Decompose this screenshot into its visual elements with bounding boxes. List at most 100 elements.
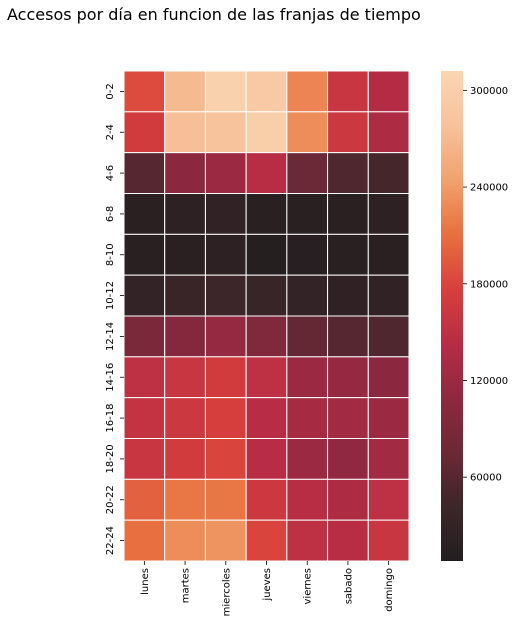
heatmap-cell-10-12-miercoles xyxy=(204,274,247,317)
heatmap-cell-8-10-martes xyxy=(164,233,206,276)
heatmap-cell-12-14-domingo xyxy=(367,315,410,358)
heatmap-cell-6-8-sabado xyxy=(327,193,369,235)
heatmap-cell-16-18-martes xyxy=(164,397,206,439)
heatmap-cell-16-18-viernes xyxy=(286,397,329,439)
colorbar-tick-label: 300000 xyxy=(470,86,508,97)
heatmap-cell-22-24-martes xyxy=(164,519,206,562)
heatmap-cell-12-14-miercoles xyxy=(204,315,247,358)
y-tick-label: 20-22 xyxy=(105,485,116,514)
heatmap-cell-2-4-viernes xyxy=(286,111,329,154)
heatmap-cell-4-6-martes xyxy=(164,152,206,195)
heatmap-cell-6-8-lunes xyxy=(123,193,166,235)
heatmap-cell-0-2-sabado xyxy=(327,70,369,113)
heatmap-cell-10-12-sabado xyxy=(327,274,369,317)
heatmap-cell-2-4-lunes xyxy=(123,111,166,154)
heatmap-cell-4-6-sabado xyxy=(327,152,369,195)
heatmap-cell-2-4-martes xyxy=(164,111,206,154)
colorbar-tick-label: 60000 xyxy=(470,473,502,484)
x-tick-label: sabado xyxy=(343,568,354,604)
y-tick-label: 16-18 xyxy=(105,404,116,433)
heatmap-cell-8-10-lunes xyxy=(123,233,166,276)
colorbar-tick-label: 240000 xyxy=(470,183,508,194)
heatmap-cell-14-16-sabado xyxy=(327,356,369,399)
heatmap-cell-6-8-martes xyxy=(164,193,206,235)
heatmap-cell-14-16-domingo xyxy=(367,356,410,399)
heatmap-cell-18-20-miercoles xyxy=(204,438,247,480)
heatmap-cell-18-20-domingo xyxy=(367,438,410,480)
heatmap-cell-0-2-miercoles xyxy=(204,70,247,113)
y-tick-label: 2-4 xyxy=(105,124,116,140)
heatmap-cell-22-24-sabado xyxy=(327,519,369,562)
heatmap-cell-12-14-lunes xyxy=(123,315,166,358)
colorbar-gradient xyxy=(441,71,463,561)
heatmap-cell-12-14-martes xyxy=(164,315,206,358)
heatmap-cell-2-4-jueves xyxy=(245,111,288,154)
chart-title: Accesos por día en funcion de las franja… xyxy=(7,5,421,24)
colorbar-tick-label: 180000 xyxy=(470,279,508,290)
heatmap-cell-0-2-jueves xyxy=(245,70,288,113)
heatmap-cell-4-6-miercoles xyxy=(204,152,247,195)
heatmap-cell-2-4-domingo xyxy=(367,111,410,154)
heatmap-cell-22-24-domingo xyxy=(367,519,410,562)
y-tick-label: 12-14 xyxy=(105,322,116,351)
heatmap-cell-12-14-viernes xyxy=(286,315,329,358)
y-tick-label: 14-16 xyxy=(105,363,116,392)
x-axis: lunes martes miercoles jueves viernes sabado d… xyxy=(140,561,395,616)
heatmap-cell-10-12-lunes xyxy=(123,274,166,317)
heatmap-cell-4-6-jueves xyxy=(245,152,288,195)
heatmap-cell-0-2-viernes xyxy=(286,70,329,113)
heatmap-cell-6-8-domingo xyxy=(367,193,410,235)
heatmap-cell-20-22-miercoles xyxy=(204,478,247,521)
heatmap-cell-16-18-jueves xyxy=(245,397,288,439)
heatmap-cell-14-16-viernes xyxy=(286,356,329,399)
heatmap-cell-4-6-viernes xyxy=(286,152,329,195)
heatmap-cell-22-24-miercoles xyxy=(204,519,247,562)
heatmap-cell-8-10-viernes xyxy=(286,233,329,276)
colorbar: 60000 120000 180000 240000 300000 xyxy=(441,71,508,561)
y-tick-label: 0-2 xyxy=(105,83,116,99)
heatmap-cell-14-16-jueves xyxy=(245,356,288,399)
y-tick-label: 6-8 xyxy=(105,206,116,222)
heatmap-cell-0-2-lunes xyxy=(123,70,166,113)
heatmap-cell-8-10-jueves xyxy=(245,233,288,276)
heatmap-cell-8-10-domingo xyxy=(367,233,410,276)
heatmap-cells xyxy=(123,70,410,562)
heatmap-cell-20-22-domingo xyxy=(367,478,410,521)
heatmap-cell-4-6-lunes xyxy=(123,152,166,195)
heatmap-cell-2-4-sabado xyxy=(327,111,369,154)
heatmap-cell-10-12-viernes xyxy=(286,274,329,317)
x-tick-label: martes xyxy=(181,568,192,603)
heatmap-cell-8-10-miercoles xyxy=(204,233,247,276)
heatmap-cell-6-8-viernes xyxy=(286,193,329,235)
x-tick-label: viernes xyxy=(303,568,314,604)
heatmap-cell-20-22-martes xyxy=(164,478,206,521)
heatmap-cell-6-8-miercoles xyxy=(204,193,247,235)
heatmap-cell-2-4-miercoles xyxy=(204,111,247,154)
x-tick-label: lunes xyxy=(140,568,151,595)
heatmap-cell-18-20-lunes xyxy=(123,438,166,480)
heatmap-cell-18-20-sabado xyxy=(327,438,369,480)
heatmap-cell-14-16-lunes xyxy=(123,356,166,399)
heatmap-cell-12-14-sabado xyxy=(327,315,369,358)
y-tick-label: 4-6 xyxy=(105,165,116,181)
heatmap-cell-10-12-jueves xyxy=(245,274,288,317)
heatmap-cell-20-22-sabado xyxy=(327,478,369,521)
x-tick-label: miercoles xyxy=(221,568,232,616)
y-tick-label: 22-24 xyxy=(105,526,116,555)
heatmap-cell-22-24-jueves xyxy=(245,519,288,562)
y-axis: 0-2 2-4 4-6 6-8 8-10 10-12 12-14 14-16 16-18 18-2… xyxy=(105,83,124,555)
heatmap-cell-20-22-viernes xyxy=(286,478,329,521)
heatmap-cell-20-22-jueves xyxy=(245,478,288,521)
heatmap-cell-18-20-martes xyxy=(164,438,206,480)
heatmap-cell-14-16-martes xyxy=(164,356,206,399)
y-tick-label: 8-10 xyxy=(105,243,116,266)
heatmap-cell-22-24-viernes xyxy=(286,519,329,562)
heatmap-cell-0-2-martes xyxy=(164,70,206,113)
x-tick-label: jueves xyxy=(262,568,273,602)
heatmap-cell-8-10-sabado xyxy=(327,233,369,276)
heatmap-cell-0-2-domingo xyxy=(367,70,410,113)
x-tick-label: domingo xyxy=(384,568,395,612)
heatmap-cell-20-22-lunes xyxy=(123,478,166,521)
heatmap-cell-16-18-sabado xyxy=(327,397,369,439)
